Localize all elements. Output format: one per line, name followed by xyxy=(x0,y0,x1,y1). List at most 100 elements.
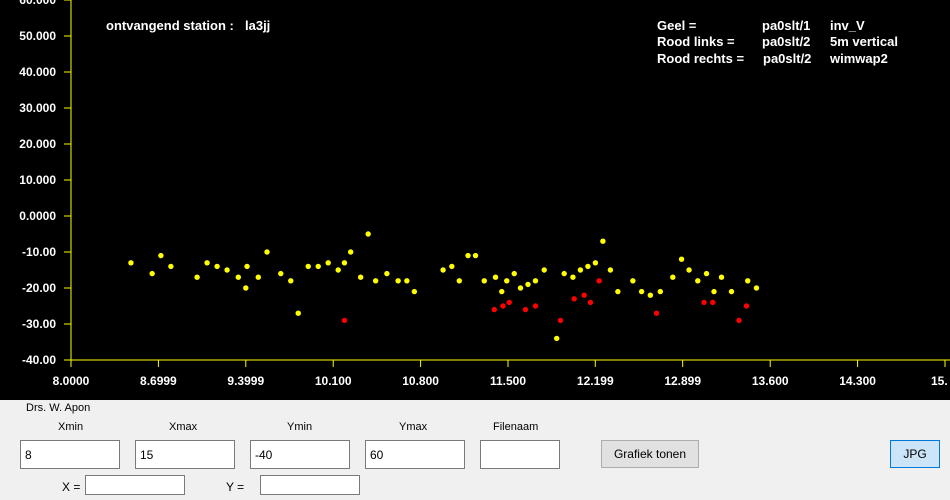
yellow-data-point xyxy=(158,252,164,259)
red-data-point xyxy=(653,310,660,316)
yellow-data-point xyxy=(647,292,654,298)
yellow-data-point xyxy=(365,231,371,237)
yellow-data-point xyxy=(235,274,242,280)
yellow-data-point xyxy=(214,263,220,270)
author-label: Drs. W. Apon xyxy=(26,402,91,414)
y-tick-label: -20.00 xyxy=(22,281,56,295)
ymax-label: Ymax xyxy=(399,421,428,433)
red-data-point xyxy=(532,303,539,309)
yellow-data-point xyxy=(335,267,341,273)
red-data-point xyxy=(710,299,716,306)
yellow-data-point xyxy=(128,260,134,266)
yellow-data-point xyxy=(295,310,301,316)
yellow-data-point xyxy=(638,288,645,295)
ymax-input[interactable] xyxy=(365,440,465,469)
yellow-data-point xyxy=(288,278,294,284)
scatter-chart: 60.000 50.000 40.000 30.000 20.000 10.000 0.00… xyxy=(19,0,950,388)
filenaam-input[interactable] xyxy=(480,440,560,469)
legend-name-rood-rechts: Rood rechts = xyxy=(657,51,744,66)
yellow-data-point xyxy=(357,274,364,280)
x-tick-label: 12.199 xyxy=(577,374,614,388)
xmin-input[interactable] xyxy=(20,440,120,469)
yellow-data-point xyxy=(718,274,725,280)
yellow-data-point xyxy=(465,252,471,259)
y-tick-label: 0.0000 xyxy=(19,209,56,223)
red-data-point xyxy=(522,306,529,313)
yellow-data-point xyxy=(517,285,524,291)
yellow-data-point xyxy=(449,263,455,270)
yellow-data-point xyxy=(224,267,230,273)
yellow-data-point xyxy=(570,274,576,280)
xmax-label: Xmax xyxy=(169,421,198,433)
y-tick-label: -30.00 xyxy=(22,317,56,331)
xmax-input[interactable] xyxy=(135,440,235,469)
yellow-data-point xyxy=(325,260,331,266)
yellow-data-point xyxy=(472,252,479,259)
red-data-point xyxy=(506,299,512,306)
yellow-data-point xyxy=(347,249,354,255)
grafiek-tonen-button[interactable]: Grafiek tonen xyxy=(601,440,699,468)
yellow-data-point xyxy=(440,267,446,273)
yellow-data-point xyxy=(686,267,692,273)
red-data-point xyxy=(500,303,506,309)
y-tick-label: 20.000 xyxy=(19,137,56,151)
yellow-data-point xyxy=(728,288,735,295)
ymin-label: Ymin xyxy=(287,421,313,433)
x-coordinate-input[interactable] xyxy=(85,475,185,495)
xmin-label: Xmin xyxy=(58,421,84,433)
yellow-data-point xyxy=(525,281,531,288)
legend-antenna-rood-links: 5m vertical xyxy=(830,34,898,49)
y-coordinate-label: Y = xyxy=(226,480,245,494)
x-tick-label: 12.899 xyxy=(664,374,701,388)
yellow-data-point xyxy=(504,278,510,284)
yellow-data-point xyxy=(149,270,155,277)
yellow-data-point xyxy=(244,263,250,270)
yellow-data-point xyxy=(372,278,379,284)
yellow-data-point xyxy=(194,274,200,280)
yellow-data-point xyxy=(456,278,463,284)
yellow-data-point xyxy=(561,270,567,277)
station-label: ontvangend station : xyxy=(106,18,234,33)
jpg-button[interactable]: JPG xyxy=(890,440,940,468)
yellow-data-point xyxy=(670,274,676,280)
red-data-point xyxy=(571,296,577,302)
x-tick-label: 10.800 xyxy=(402,374,439,388)
chart-area: 60.000 50.000 40.000 30.000 20.000 10.000 0.00… xyxy=(0,0,950,400)
yellow-data-point xyxy=(305,263,311,270)
yellow-data-point xyxy=(264,249,270,255)
yellow-data-point xyxy=(511,270,517,277)
x-tick-label: 15. xyxy=(931,374,948,388)
red-data-point xyxy=(341,317,348,324)
y-tick-label: 30.000 xyxy=(19,101,56,115)
red-data-point xyxy=(587,299,594,306)
yellow-data-point xyxy=(243,285,249,291)
legend-antenna-geel: inv_V xyxy=(830,18,865,33)
legend-call-rood-links: pa0slt/2 xyxy=(762,34,810,49)
yellow-data-point xyxy=(255,274,261,280)
yellow-data-point xyxy=(499,288,505,295)
legend-call-rood-rechts: pa0slt/2 xyxy=(763,51,811,66)
yellow-data-point xyxy=(341,260,348,266)
yellow-data-point xyxy=(630,278,636,284)
yellow-data-point xyxy=(753,285,760,291)
y-tick-label: 60.000 xyxy=(19,0,56,7)
yellow-data-point xyxy=(315,263,321,270)
legend-antenna-rood-rechts: wimwap2 xyxy=(829,51,888,66)
yellow-data-point xyxy=(577,267,584,273)
legend-call-geel: pa0slt/1 xyxy=(762,18,810,33)
red-data-point xyxy=(581,292,587,298)
y-tick-label: -10.00 xyxy=(22,245,56,259)
legend-name-geel: Geel = xyxy=(657,18,697,33)
x-tick-label: 8.0000 xyxy=(53,374,90,388)
y-coordinate-input[interactable] xyxy=(260,475,360,495)
ymin-input[interactable] xyxy=(250,440,350,469)
yellow-data-point xyxy=(492,274,499,280)
yellow-data-point xyxy=(745,278,751,284)
yellow-data-point xyxy=(615,288,621,295)
red-data-point xyxy=(743,303,750,309)
yellow-data-point xyxy=(395,278,401,284)
yellow-data-point xyxy=(553,335,560,342)
y-tick-label: 40.000 xyxy=(19,65,56,79)
control-panel: Drs. W. Apon Xmin Xmax Ymin Ymax Filenaa… xyxy=(0,400,950,500)
x-tick-label: 10.100 xyxy=(315,374,352,388)
